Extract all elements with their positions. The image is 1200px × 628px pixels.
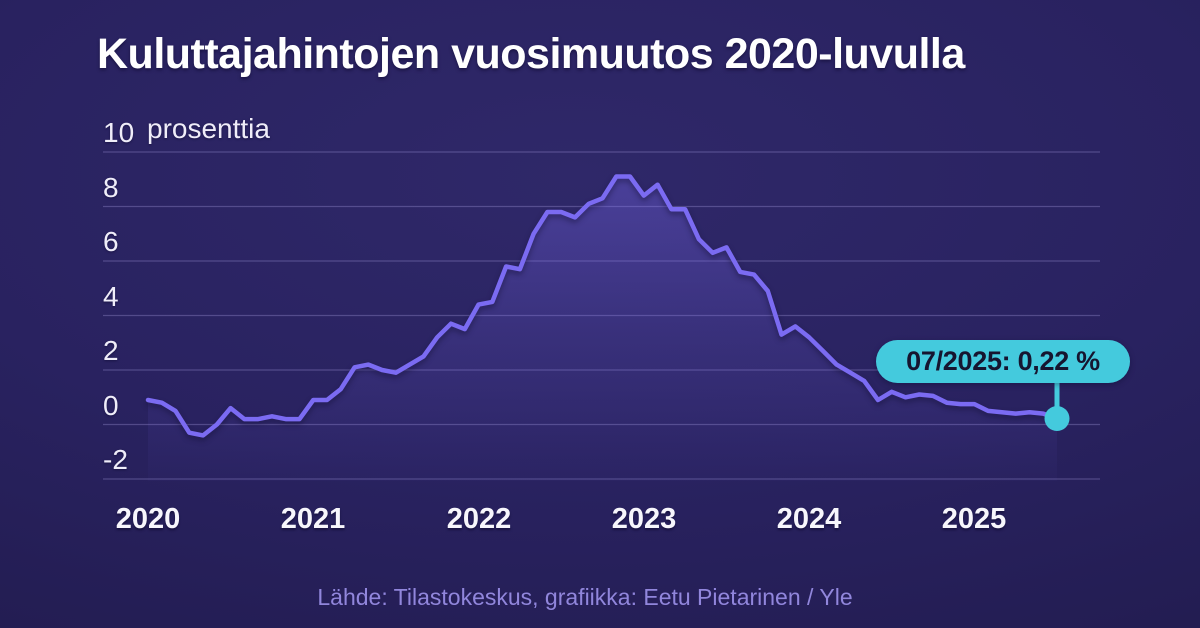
callout-badge: 07/2025: 0,22 % bbox=[876, 340, 1130, 383]
callout-label: 07/2025: 0,22 % bbox=[906, 346, 1100, 376]
x-axis-year-label: 2023 bbox=[611, 503, 677, 535]
y-axis-tick-label: 4 bbox=[103, 281, 119, 312]
y-axis-tick-label: 0 bbox=[103, 390, 119, 421]
x-axis-year-label: 2022 bbox=[446, 503, 512, 535]
chart-title: Kuluttajahintojen vuosimuutos 2020-luvul… bbox=[97, 30, 965, 78]
y-axis-tick-label: 6 bbox=[103, 226, 119, 257]
area-fill bbox=[148, 176, 1057, 481]
y-axis-tick-label: 10 bbox=[103, 117, 135, 148]
inflation-line bbox=[145, 174, 1060, 438]
x-axis-year-label: 2024 bbox=[776, 503, 842, 535]
latest-point-marker bbox=[1044, 406, 1070, 432]
x-axis-year-label: 2025 bbox=[941, 503, 1007, 535]
source-credit: Lähde: Tilastokeskus, grafiikka: Eetu Pi… bbox=[317, 584, 853, 610]
x-axis-year-label: 2020 bbox=[115, 503, 181, 535]
y-axis-tick-label: -2 bbox=[103, 444, 128, 475]
y-axis-tick-label: 2 bbox=[103, 335, 119, 366]
y-axis-tick-label: 8 bbox=[103, 172, 119, 203]
x-axis-year-label: 2021 bbox=[280, 503, 346, 535]
y-axis-unit-label: prosenttia bbox=[147, 113, 270, 144]
